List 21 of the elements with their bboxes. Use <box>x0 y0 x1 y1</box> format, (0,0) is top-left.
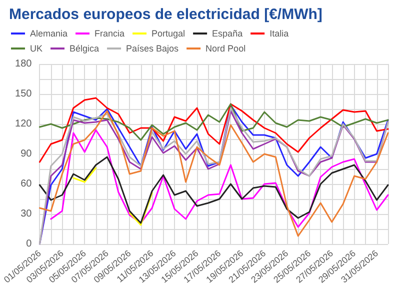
legend-label: Bélgica <box>70 44 100 54</box>
line-series <box>50 129 389 228</box>
y-tick-label: 120 <box>15 118 32 130</box>
y-tick-label: 60 <box>20 178 32 190</box>
legend-label: Alemania <box>30 28 68 38</box>
legend-label: Portugal <box>152 28 186 38</box>
y-tick-label: 180 <box>15 58 32 70</box>
legend-label: Italia <box>270 28 289 38</box>
legend-label: Francia <box>94 28 125 38</box>
line-series <box>38 156 389 224</box>
legend-label: Nord Pool <box>206 44 246 54</box>
y-tick-label: 90 <box>20 148 32 160</box>
legend-label: España <box>212 28 243 38</box>
legend-label: Países Bajos <box>126 44 180 54</box>
line-series <box>38 97 389 163</box>
y-tick-label: 30 <box>20 208 32 220</box>
line-series <box>38 103 389 141</box>
y-tick-label: 0 <box>26 238 32 250</box>
legend-label: UK <box>30 44 43 54</box>
y-tick-label: 150 <box>15 88 32 100</box>
chart-title: Mercados europeos de electricidad [€/MWh] <box>9 6 322 23</box>
